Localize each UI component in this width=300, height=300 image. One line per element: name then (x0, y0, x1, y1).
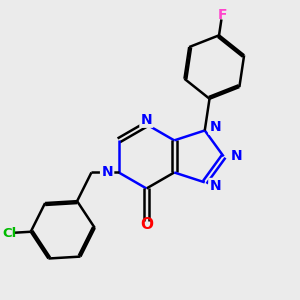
Text: N: N (101, 166, 113, 179)
Text: Cl: Cl (2, 226, 16, 239)
Text: O: O (140, 217, 153, 232)
Text: F: F (218, 8, 227, 22)
Text: N: N (231, 149, 242, 164)
Text: N: N (210, 120, 221, 134)
Text: N: N (210, 179, 221, 193)
Text: N: N (141, 112, 152, 127)
